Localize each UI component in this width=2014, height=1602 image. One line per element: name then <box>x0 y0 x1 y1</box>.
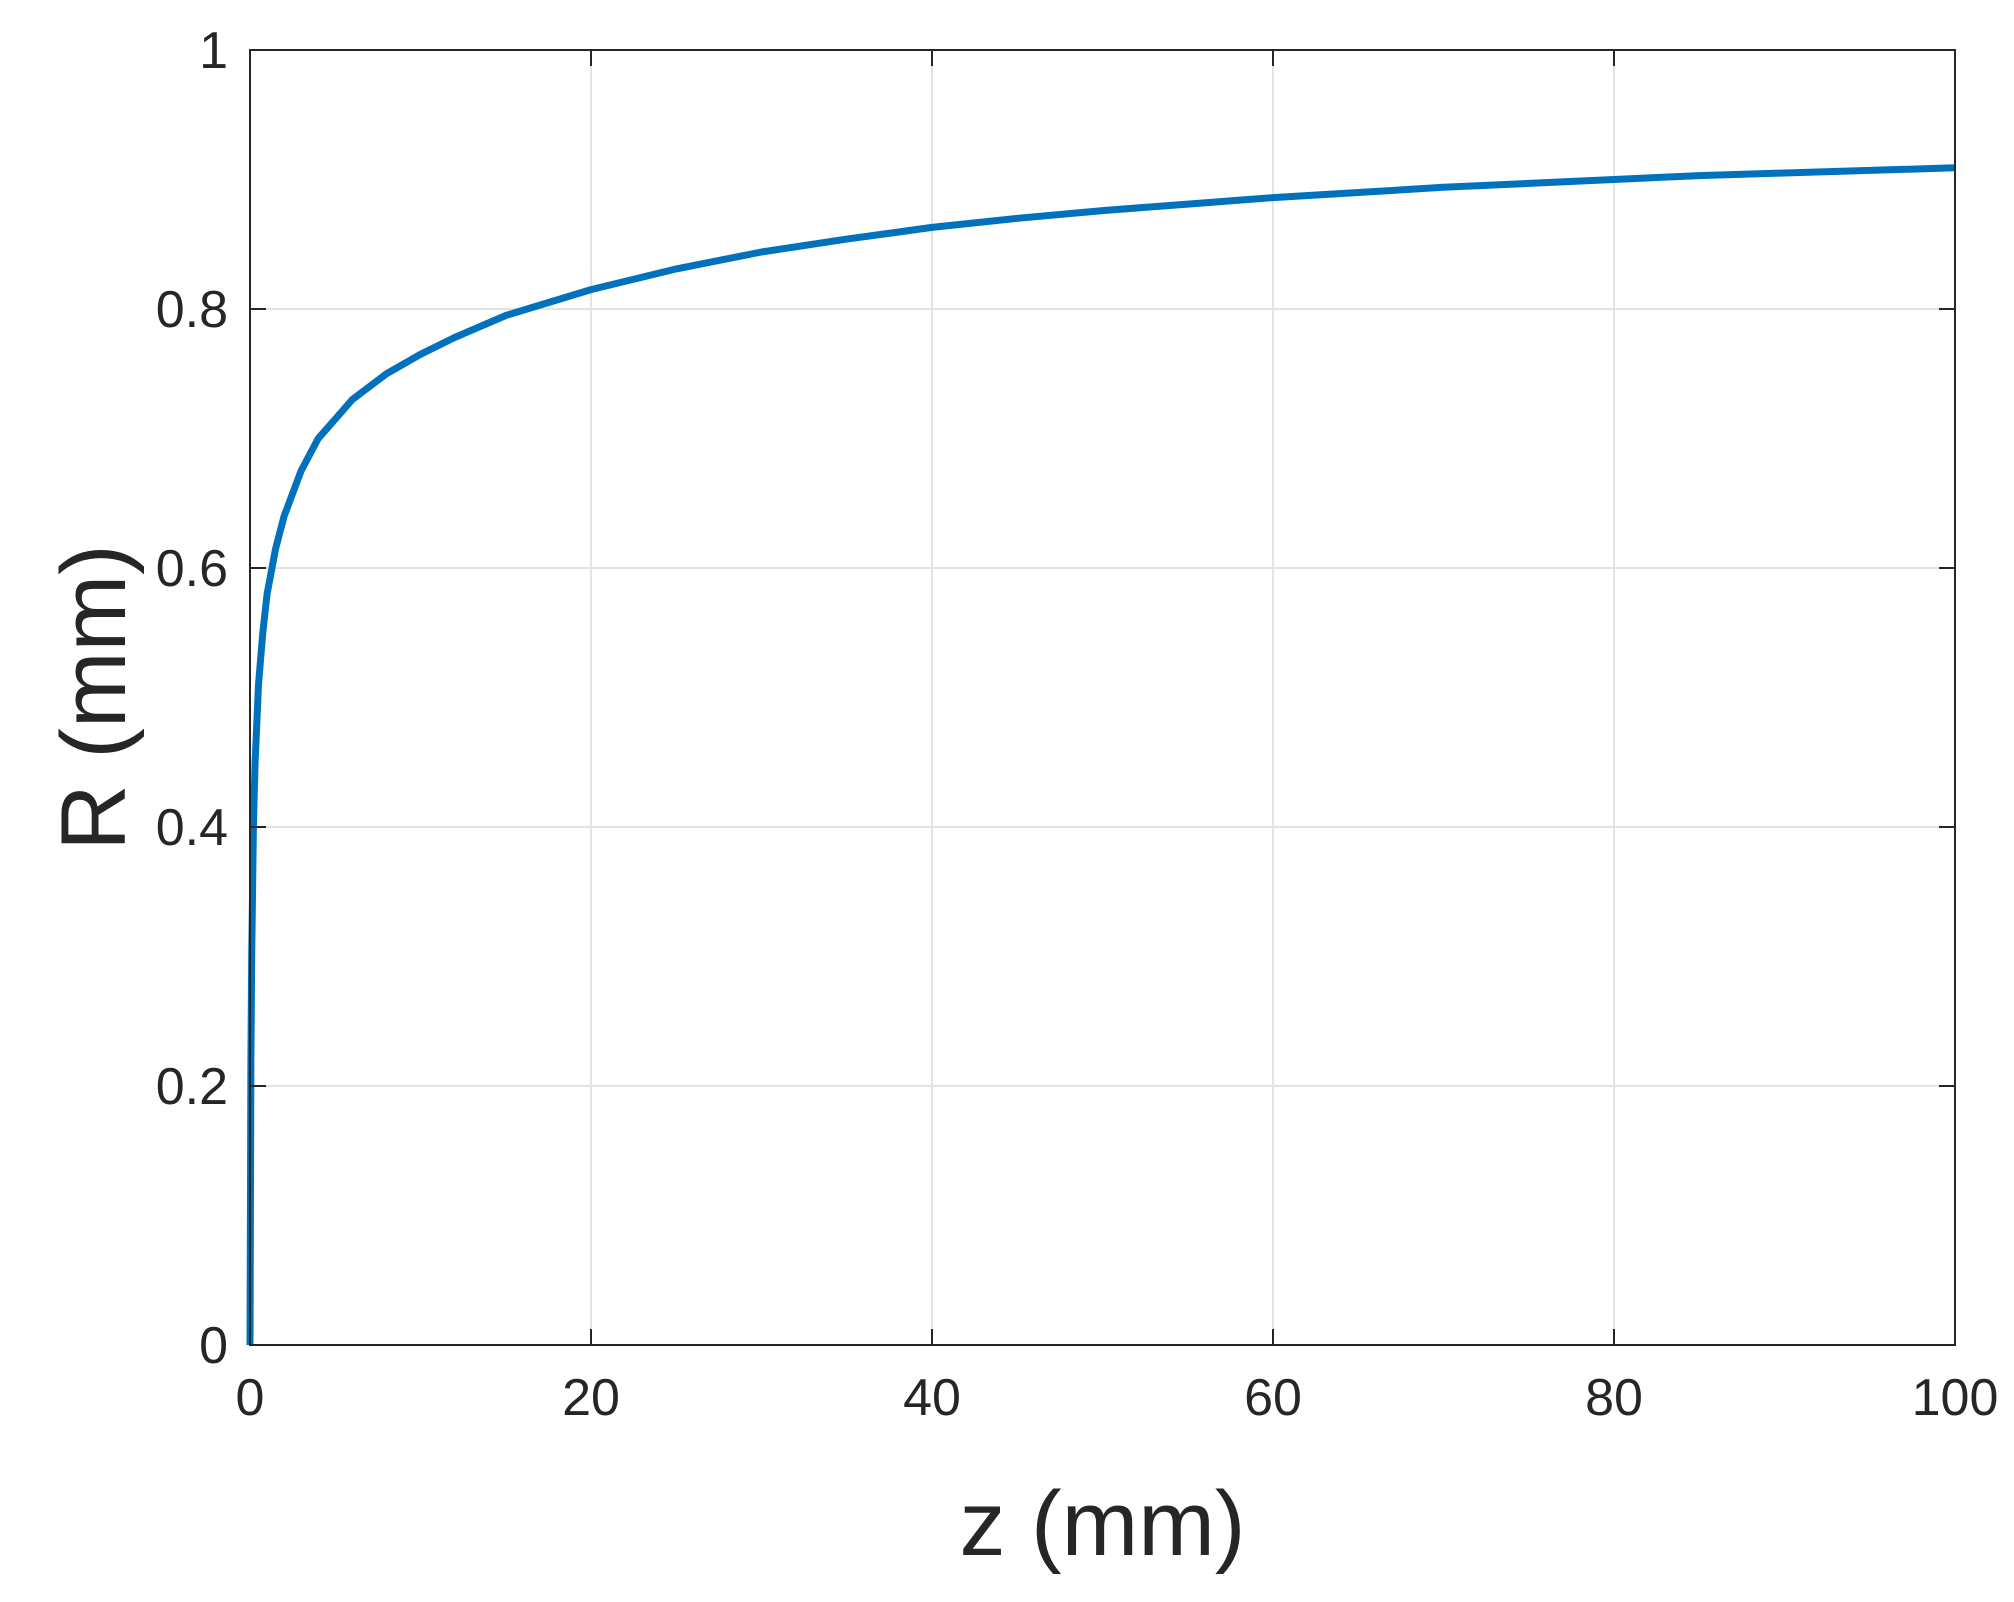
y-tick-label: 0.8 <box>156 281 228 339</box>
plot-frame <box>249 49 1956 1346</box>
x-tick-labels: 0 20 40 60 80 100 <box>236 1369 1999 1427</box>
x-tick-label: 40 <box>903 1369 961 1427</box>
y-tick-labels: 0 0.2 0.4 0.6 0.8 1 <box>156 22 228 1375</box>
x-tick-label: 60 <box>1244 1369 1302 1427</box>
y-tick-label: 0.6 <box>156 540 228 598</box>
series-layer <box>246 164 1956 1346</box>
series-line-0 <box>246 164 1956 1346</box>
grid-lines <box>250 50 1955 1345</box>
x-tick-label: 100 <box>1912 1369 1999 1427</box>
x-axis-label: z (mm) <box>959 1473 1245 1575</box>
x-tick-label: 20 <box>562 1369 620 1427</box>
x-tick-label: 80 <box>1585 1369 1643 1427</box>
tick-marks <box>249 49 1956 1346</box>
y-tick-label: 0 <box>199 1317 228 1375</box>
x-tick-label: 0 <box>236 1369 265 1427</box>
y-tick-label: 0.4 <box>156 799 228 857</box>
y-tick-label: 0.2 <box>156 1058 228 1116</box>
y-tick-label: 1 <box>199 22 228 80</box>
y-axis-label: R (mm) <box>43 544 145 851</box>
